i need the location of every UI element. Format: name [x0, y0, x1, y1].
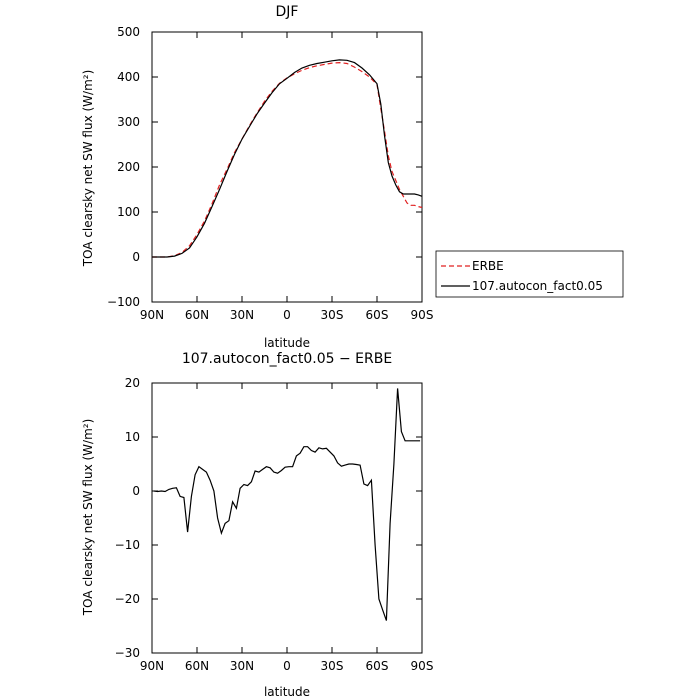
- legend-label-model: 107.autocon_fact0.05: [472, 279, 603, 293]
- top-chart-title: DJF: [276, 4, 299, 20]
- bottom-chart-y-tick-label: −20: [115, 592, 140, 606]
- top-chart-x-tick-label: 0: [283, 308, 291, 322]
- bottom-chart-x-tick-label: 90S: [411, 659, 434, 673]
- bottom-chart-x-tick-label: 60S: [366, 659, 389, 673]
- top-chart-x-tick-label: 90S: [411, 308, 434, 322]
- top-chart-panel: DJF latitude TOA clearsky net SW flux (W…: [81, 4, 433, 350]
- top-chart-frame: [151, 31, 423, 303]
- bottom-chart-y-axis-label: TOA clearsky net SW flux (W/m²): [81, 419, 95, 617]
- bottom-chart-x-tick-label: 90N: [140, 659, 164, 673]
- bottom-chart-x-axis-label: latitude: [264, 685, 310, 699]
- bottom-chart-y-tick-label: −10: [115, 538, 140, 552]
- bottom-chart-y-tick-label: 20: [125, 376, 140, 390]
- top-chart-y-tick-label: 0: [132, 250, 140, 264]
- top-chart-x-axis-label: latitude: [264, 336, 310, 350]
- legend: ERBE 107.autocon_fact0.05: [435, 250, 624, 298]
- top-chart-y-tick-label: 200: [117, 160, 140, 174]
- bottom-chart-y-tick-label: −30: [115, 646, 140, 660]
- legend-box: [435, 250, 624, 298]
- top-chart-x-tick-label: 60N: [185, 308, 209, 322]
- bottom-chart-y-tick-label: 10: [125, 430, 140, 444]
- bottom-chart-plot-area: 90N 60N 30N 0 30S 60S 90S −30 −20 −10 0 10 20: [115, 376, 434, 673]
- top-chart-y-tick-label: 400: [117, 70, 140, 84]
- bottom-chart-frame: [151, 382, 423, 654]
- top-chart-x-tick-label: 60S: [366, 308, 389, 322]
- bottom-chart-x-tick-label: 0: [283, 659, 291, 673]
- top-chart-y-tick-label: 300: [117, 115, 140, 129]
- top-chart-series-107-autocon-fact0-05-line: [152, 59, 423, 258]
- top-chart-y-tick-label: −100: [107, 295, 140, 309]
- top-chart-y-tick-label: 100: [117, 205, 140, 219]
- top-chart-y-tick-label: 500: [117, 25, 140, 39]
- bottom-chart-y-tick-label: 0: [132, 484, 140, 498]
- bottom-chart-panel: 107.autocon_fact0.05 − ERBE latitude TOA…: [81, 351, 433, 699]
- bottom-chart-series-difference-line: [153, 388, 421, 621]
- top-chart-x-tick-label: 30N: [230, 308, 254, 322]
- top-chart-series-erbe-line: [152, 61, 423, 258]
- bottom-chart-x-tick-label: 60N: [185, 659, 209, 673]
- bottom-chart-x-tick-label: 30S: [321, 659, 344, 673]
- bottom-chart-x-tick-label: 30N: [230, 659, 254, 673]
- top-chart-plot-area: 90N 60N 30N 0 30S 60S 90S −100 0 100 200 300 400 500: [107, 25, 433, 322]
- top-chart-x-tick-label: 90N: [140, 308, 164, 322]
- top-chart-x-tick-label: 30S: [321, 308, 344, 322]
- legend-label-erbe: ERBE: [472, 259, 504, 273]
- bottom-chart-title: 107.autocon_fact0.05 − ERBE: [182, 351, 392, 367]
- top-chart-y-axis-label: TOA clearsky net SW flux (W/m²): [81, 70, 95, 268]
